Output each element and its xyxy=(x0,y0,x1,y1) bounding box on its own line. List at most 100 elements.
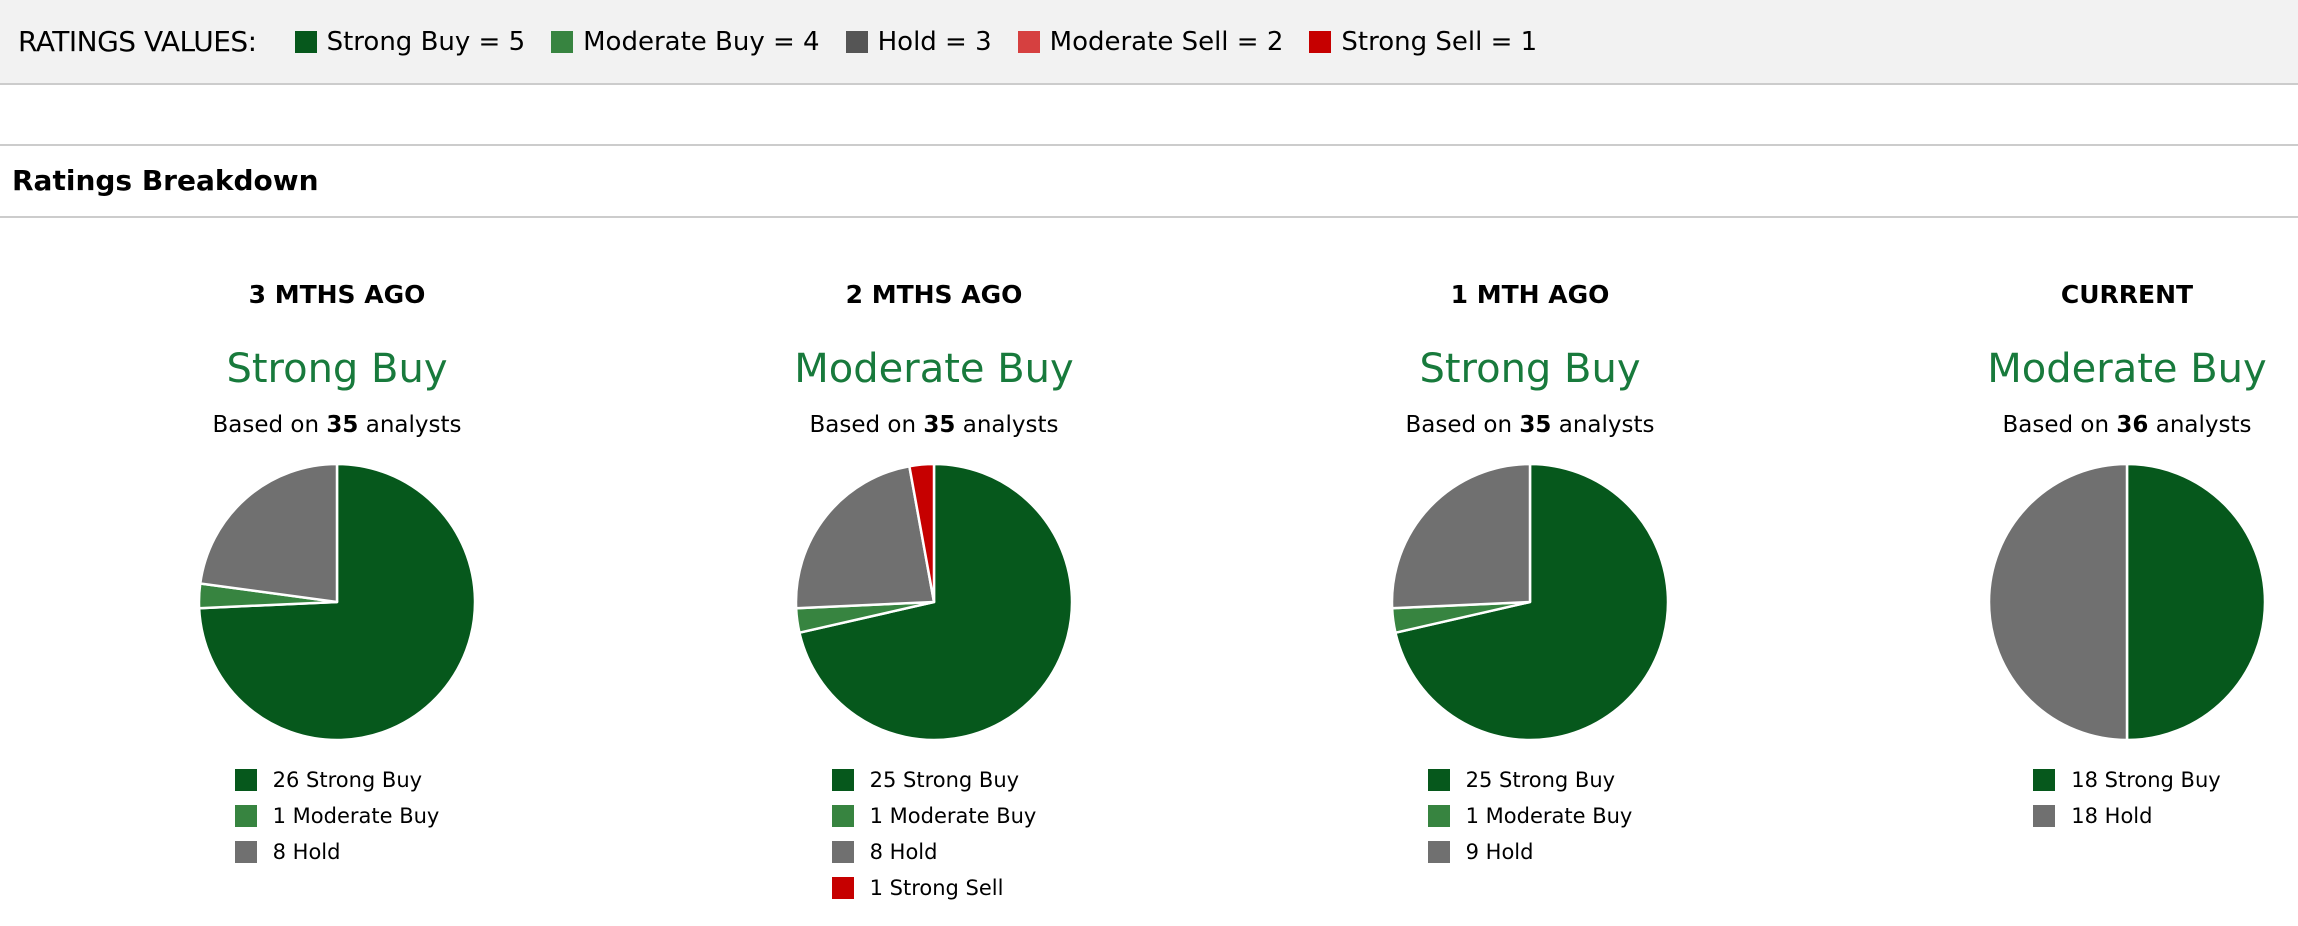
rating-key: Hold = 3 xyxy=(845,26,992,57)
rating-key-label: Moderate Buy = 4 xyxy=(583,26,820,57)
rating-key: Moderate Buy = 4 xyxy=(551,26,820,57)
pie-slice-hold[interactable] xyxy=(198,462,339,604)
based-suffix: analysts xyxy=(955,412,1059,438)
based-prefix: Based on xyxy=(809,412,924,438)
divider xyxy=(0,216,2298,218)
analyst-count-text: Based on 36 analysts xyxy=(1847,412,2298,438)
legend-item: 1 Moderate Buy xyxy=(831,798,1037,834)
period-title: 3 MTHS AGO xyxy=(248,280,426,309)
rating-key-swatch xyxy=(294,30,317,53)
consensus-rating: Strong Buy xyxy=(1419,346,1641,392)
legend-swatch xyxy=(2033,769,2056,791)
legend-swatch xyxy=(831,841,854,863)
divider xyxy=(0,144,2298,146)
based-suffix: analysts xyxy=(2148,412,2252,438)
ratings-pie-chart xyxy=(1987,462,2267,742)
based-prefix: Based on xyxy=(2002,412,2117,438)
analyst-count: 35 xyxy=(326,412,359,438)
pie-legend: 25 Strong Buy 1 Moderate Buy 8 Hold 1 Stron… xyxy=(831,762,1037,906)
rating-key-label: Moderate Sell = 2 xyxy=(1049,26,1284,57)
legend-item: 18 Hold xyxy=(2033,798,2220,834)
ratings-pie-chart xyxy=(794,462,1074,742)
rating-period-column: 1 MTH AGO Strong Buy Based on 35 analyst… xyxy=(1250,280,1810,870)
legend-label: 18 Hold xyxy=(2071,804,2153,828)
legend-item: 18 Strong Buy xyxy=(2033,762,2221,798)
rating-key-swatch xyxy=(1017,30,1040,53)
legend-label: 8 Hold xyxy=(869,840,938,864)
pie-legend: 26 Strong Buy 1 Moderate Buy 8 Hold xyxy=(234,762,440,870)
analyst-count: 36 xyxy=(2116,412,2149,438)
legend-label: 1 Moderate Buy xyxy=(869,804,1037,828)
rating-period-column: CURRENT Moderate Buy Based on 36 analyst… xyxy=(1847,280,2298,834)
legend-label: 25 Strong Buy xyxy=(869,768,1020,792)
analyst-count: 35 xyxy=(1519,412,1552,438)
ratings-key-list: Strong Buy = 5 Moderate Buy = 4 Hold = 3 Mo… xyxy=(294,26,1564,57)
legend-item: 8 Hold xyxy=(234,834,440,870)
ratings-pie-chart xyxy=(197,462,477,742)
based-prefix: Based on xyxy=(212,412,327,438)
legend-swatch xyxy=(1427,841,1450,863)
rating-key: Moderate Sell = 2 xyxy=(1017,26,1284,57)
legend-swatch xyxy=(1427,805,1450,827)
legend-label: 25 Strong Buy xyxy=(1465,768,1616,792)
legend-item: 1 Moderate Buy xyxy=(234,798,440,834)
pie-slice-strong-buy[interactable] xyxy=(2125,462,2267,742)
legend-item: 8 Hold xyxy=(831,834,1037,870)
consensus-rating: Moderate Buy xyxy=(1987,346,2267,392)
pie-slice-hold[interactable] xyxy=(1390,462,1532,610)
pie-slice-strong-buy[interactable] xyxy=(1394,462,1670,742)
rating-key-label: Strong Buy = 5 xyxy=(326,26,526,57)
rating-key-label: Hold = 3 xyxy=(877,26,992,57)
legend-item: 25 Strong Buy xyxy=(1427,762,1633,798)
legend-item: 1 Moderate Buy xyxy=(1427,798,1633,834)
legend-swatch xyxy=(831,877,854,899)
legend-label: 18 Strong Buy xyxy=(2071,768,2221,792)
legend-item: 25 Strong Buy xyxy=(831,762,1037,798)
legend-swatch xyxy=(234,769,257,791)
ratings-values-label: RATINGS VALUES: xyxy=(18,25,257,58)
legend-label: 26 Strong Buy xyxy=(272,768,423,792)
legend-item: 26 Strong Buy xyxy=(234,762,440,798)
pie-slice-hold[interactable] xyxy=(1987,462,2129,742)
consensus-rating: Moderate Buy xyxy=(794,346,1074,392)
pie-slice-strong-buy[interactable] xyxy=(798,462,1074,742)
legend-swatch xyxy=(2033,805,2056,827)
legend-label: 1 Strong Sell xyxy=(869,876,1004,900)
pie-legend: 18 Strong Buy 18 Hold xyxy=(2033,762,2221,834)
analyst-count-text: Based on 35 analysts xyxy=(1250,412,1810,438)
rating-period-column: 3 MTHS AGO Strong Buy Based on 35 analys… xyxy=(57,280,617,870)
ratings-pie-chart xyxy=(1390,462,1670,742)
rating-key-swatch xyxy=(845,30,868,53)
consensus-rating: Strong Buy xyxy=(226,346,448,392)
period-title: CURRENT xyxy=(2060,280,2194,309)
legend-item: 1 Strong Sell xyxy=(831,870,1037,906)
analyst-count-text: Based on 35 analysts xyxy=(654,412,1214,438)
legend-swatch xyxy=(831,805,854,827)
pie-slice-strong-sell[interactable] xyxy=(908,462,936,604)
section-title: Ratings Breakdown xyxy=(12,164,319,197)
legend-item: 9 Hold xyxy=(1427,834,1633,870)
analyst-count-text: Based on 35 analysts xyxy=(57,412,617,438)
legend-label: 8 Hold xyxy=(272,840,341,864)
legend-swatch xyxy=(234,841,257,863)
based-suffix: analysts xyxy=(358,412,462,438)
pie-legend: 25 Strong Buy 1 Moderate Buy 9 Hold xyxy=(1427,762,1633,870)
rating-period-column: 2 MTHS AGO Moderate Buy Based on 35 anal… xyxy=(654,280,1214,906)
rating-key: Strong Buy = 5 xyxy=(294,26,526,57)
pie-slice-hold[interactable] xyxy=(794,464,936,610)
legend-label: 1 Moderate Buy xyxy=(272,804,440,828)
based-suffix: analysts xyxy=(1551,412,1655,438)
rating-key-label: Strong Sell = 1 xyxy=(1341,26,1538,57)
rating-key: Strong Sell = 1 xyxy=(1309,27,1537,57)
period-title: 2 MTHS AGO xyxy=(845,280,1023,309)
analyst-count: 35 xyxy=(923,412,956,438)
based-prefix: Based on xyxy=(1405,412,1520,438)
rating-key-swatch xyxy=(551,30,574,53)
legend-label: 9 Hold xyxy=(1465,840,1534,864)
period-title: 1 MTH AGO xyxy=(1450,280,1610,309)
legend-swatch xyxy=(831,769,854,791)
rating-key-swatch xyxy=(1309,30,1332,53)
legend-label: 1 Moderate Buy xyxy=(1465,804,1633,828)
ratings-values-bar: RATINGS VALUES: Strong Buy = 5 Moderate B… xyxy=(0,0,2298,85)
legend-swatch xyxy=(1427,769,1450,791)
